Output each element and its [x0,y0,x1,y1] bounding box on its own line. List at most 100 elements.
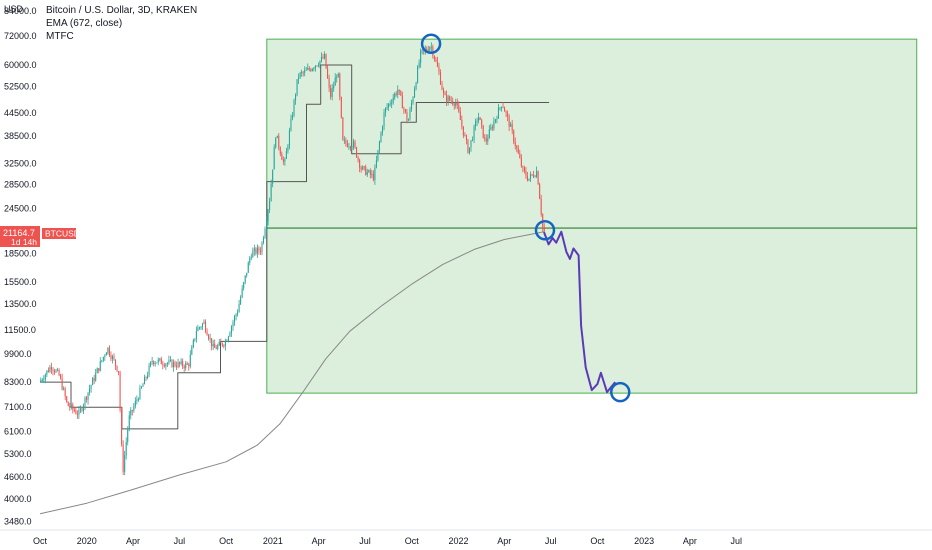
candle [397,85,399,99]
candle [114,359,117,370]
candle [462,126,464,139]
candle [57,367,59,372]
candle [130,407,132,420]
candle-body [453,104,455,106]
candle-body [462,126,464,136]
candle [92,376,94,386]
candle [349,145,352,152]
candle [218,339,220,347]
candle [82,403,85,414]
candle [391,99,393,109]
candle [479,117,481,121]
candle [252,247,254,258]
candle-body [359,159,361,168]
candle-body [436,61,438,67]
candle-body [279,147,281,154]
candle-body [401,95,403,109]
candle-body [531,174,533,176]
candle-body [116,365,118,372]
candle [275,137,277,149]
candle-body [285,151,287,159]
candle [288,127,290,150]
candle [348,142,350,150]
candle [44,373,46,384]
price-tick-label: 8300.0 [4,377,32,387]
candle [99,357,101,372]
candle [475,118,477,131]
candle [78,405,80,419]
candle-body [485,138,487,142]
candle [96,367,98,374]
candle-body [179,362,181,364]
symbol-title[interactable]: Bitcoin / U.S. Dollar, 3D, KRAKEN [46,5,198,16]
candle-body [232,322,234,327]
price-axis[interactable]: 84000.0 72000.0 60000.0 52500.0 44500.0 38500… [4,6,37,526]
price-tick-label: 52500.0 [4,81,37,91]
candle [119,370,121,413]
candle-body [171,359,173,368]
candle-body [269,201,271,210]
candle [192,338,194,349]
candle [64,386,66,401]
candle-body [81,408,83,411]
candle [328,74,330,93]
candle-body [235,314,237,317]
candle-body [381,126,384,133]
candle [194,338,196,342]
candle [247,261,249,273]
candles-layer[interactable] [40,42,545,476]
candle [336,74,338,83]
candle [180,358,182,366]
candle [381,125,384,136]
candle [343,136,345,145]
candle [156,362,158,364]
candle-body [392,97,394,103]
ema-indicator-label[interactable]: EMA (672, close) [46,18,123,29]
candle [534,175,536,178]
candle-body [139,387,141,400]
candle-body [333,85,335,89]
mtfc-indicator-label[interactable]: MTFC [46,31,74,42]
candle [299,71,301,79]
candle-body [113,356,115,360]
candle [81,406,83,413]
candle [221,342,223,348]
candle [453,102,455,110]
candle-body [465,135,467,140]
candle [125,437,127,460]
candle [111,354,114,364]
candle [211,338,213,351]
candle [104,354,106,361]
candle [215,344,217,350]
candle-body [198,327,200,329]
candle [496,115,498,124]
candle [235,313,237,321]
candle-body [375,160,377,168]
candle-body [288,130,290,146]
candle-body [500,106,503,108]
candle [465,134,467,145]
candle-body [517,148,519,154]
price-tick-label: 24500.0 [4,204,37,214]
candle-body [217,345,219,349]
candle-body [227,336,229,341]
candle-body [140,386,142,388]
candle [368,169,370,173]
candle-body [212,343,214,347]
candle [131,409,133,416]
candle [249,255,251,266]
candle-body [241,288,243,298]
candle-body [525,170,527,177]
candle [377,149,379,162]
candle [301,69,303,77]
candle-body [334,77,336,86]
candle-body [459,111,461,121]
candle-body [349,146,352,149]
candle [429,46,431,53]
time-axis[interactable]: Oct 2020 Apr Jul Oct 2021 Apr Jul Oct 2022 Apr Jul O… [33,536,742,546]
candle [540,194,542,217]
candle [281,151,283,160]
candle [470,140,472,152]
candle [415,81,417,91]
